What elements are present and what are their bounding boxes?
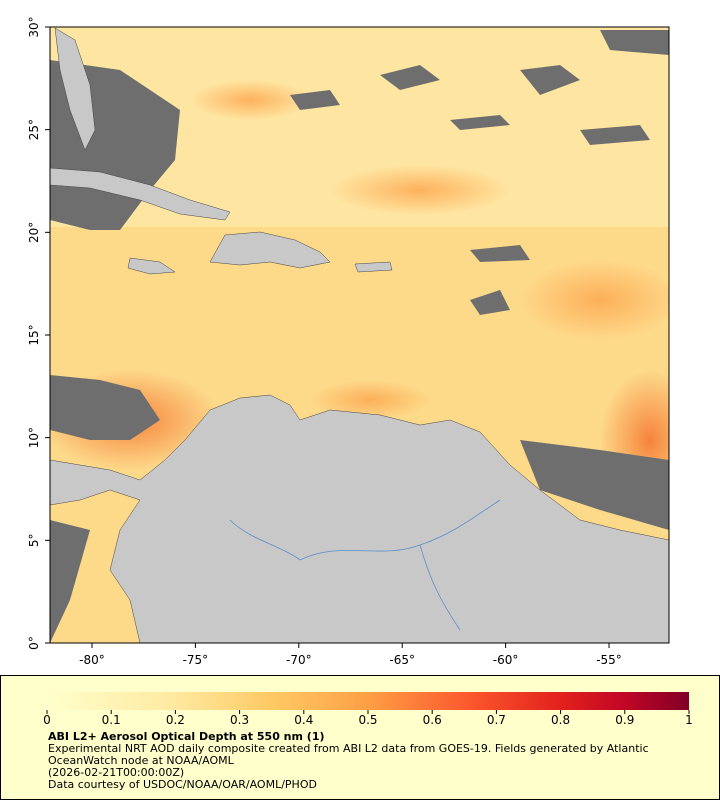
colorbar-tick-label: 1: [685, 713, 693, 727]
colorbar-tick-label: 0.6: [423, 713, 442, 727]
y-tick-label: 20°: [27, 222, 41, 243]
y-tick-label: 25°: [27, 119, 41, 140]
legend-description: Experimental NRT AOD daily composite cre…: [48, 742, 649, 767]
legend-title: ABI L2+ Aerosol Optical Depth at 550 nm …: [48, 730, 325, 743]
x-tick-label: -75°: [183, 653, 209, 667]
colorbar: [47, 692, 689, 710]
colorbar-tick-label: 0.9: [615, 713, 634, 727]
colorbar-tick-label: 0.3: [230, 713, 249, 727]
colorbar-tick-label: 0.2: [166, 713, 185, 727]
legend-credit: Data courtesy of USDOC/NOAA/OAR/AOML/PHO…: [48, 778, 317, 791]
y-tick-label: 0°: [27, 636, 41, 650]
colorbar-tick-label: 0.4: [294, 713, 313, 727]
legend-date: (2026-02-21T00:00:00Z): [48, 766, 185, 779]
x-tick-label: -80°: [79, 653, 105, 667]
y-tick-label: 5°: [27, 534, 41, 548]
legend-text: ABI L2+ Aerosol Optical Depth at 550 nm …: [48, 731, 688, 791]
x-tick-label: -65°: [389, 653, 415, 667]
x-tick-label: -55°: [596, 653, 622, 667]
colorbar-tick-label: 0.1: [102, 713, 121, 727]
colorbar-tick-label: 0.7: [487, 713, 506, 727]
colorbar-tick-label: 0.8: [551, 713, 570, 727]
map-image: [50, 27, 669, 643]
x-tick-label: -60°: [493, 653, 519, 667]
x-tick-label: -70°: [286, 653, 312, 667]
y-tick-label: 10°: [27, 427, 41, 448]
colorbar-tick-label: 0.5: [358, 713, 377, 727]
colorbar-tick-label: 0: [43, 713, 51, 727]
y-tick-label: 15°: [27, 324, 41, 345]
y-tick-label: 30°: [27, 16, 41, 37]
